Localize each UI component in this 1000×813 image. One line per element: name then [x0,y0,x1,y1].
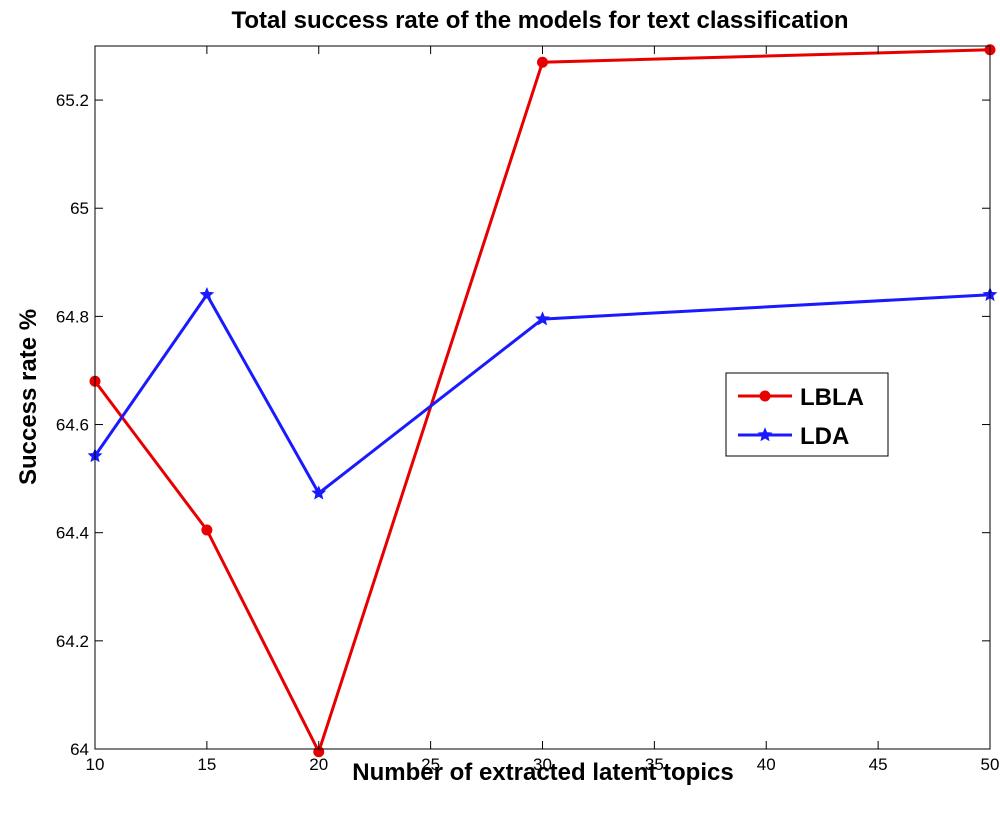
x-tick-label: 25 [421,755,440,774]
x-tick-label: 45 [869,755,888,774]
y-tick-label: 64.4 [56,524,89,543]
legend-box [725,372,889,457]
x-tick-label: 10 [86,755,105,774]
x-tick-label: 30 [533,755,552,774]
x-axis-label: Number of extracted latent topics [352,759,733,786]
chart-title: Total success rate of the models for tex… [231,7,848,34]
y-tick-label: 64.8 [56,307,89,326]
y-axis-label: Success rate % [15,309,42,485]
x-tick-label: 15 [197,755,216,774]
data-point-lbla [537,56,548,68]
legend: LBLA LDA [725,372,889,457]
data-point-lbla [201,524,213,536]
x-tick-label: 50 [981,755,1000,774]
data-point-lda [535,311,550,326]
y-tick-label: 64.6 [56,416,89,435]
y-tick-label: 65.2 [56,91,89,110]
data-point-lda [199,286,215,302]
legend-item-lbla: LBLA [738,384,864,411]
legend-swatch-marker [757,427,773,442]
legend-label: LDA [800,423,849,450]
y-tick-label: 64 [70,740,89,759]
y-tick-label: 64.2 [56,632,89,651]
legend-label: LBLA [800,384,864,411]
axes: 10 15 20 25 30 35 40 45 50 64 64.2 64.4 64.6 64.8 65 65… [56,45,1000,774]
x-tick-label: 20 [309,755,328,774]
data-point-lda [311,485,327,500]
legend-item-lda: LDA [738,423,849,450]
x-tick-label: 35 [645,755,664,774]
legend-swatch-marker [759,390,771,402]
y-tick-label: 65 [70,199,89,218]
x-tick-label: 40 [757,755,776,774]
